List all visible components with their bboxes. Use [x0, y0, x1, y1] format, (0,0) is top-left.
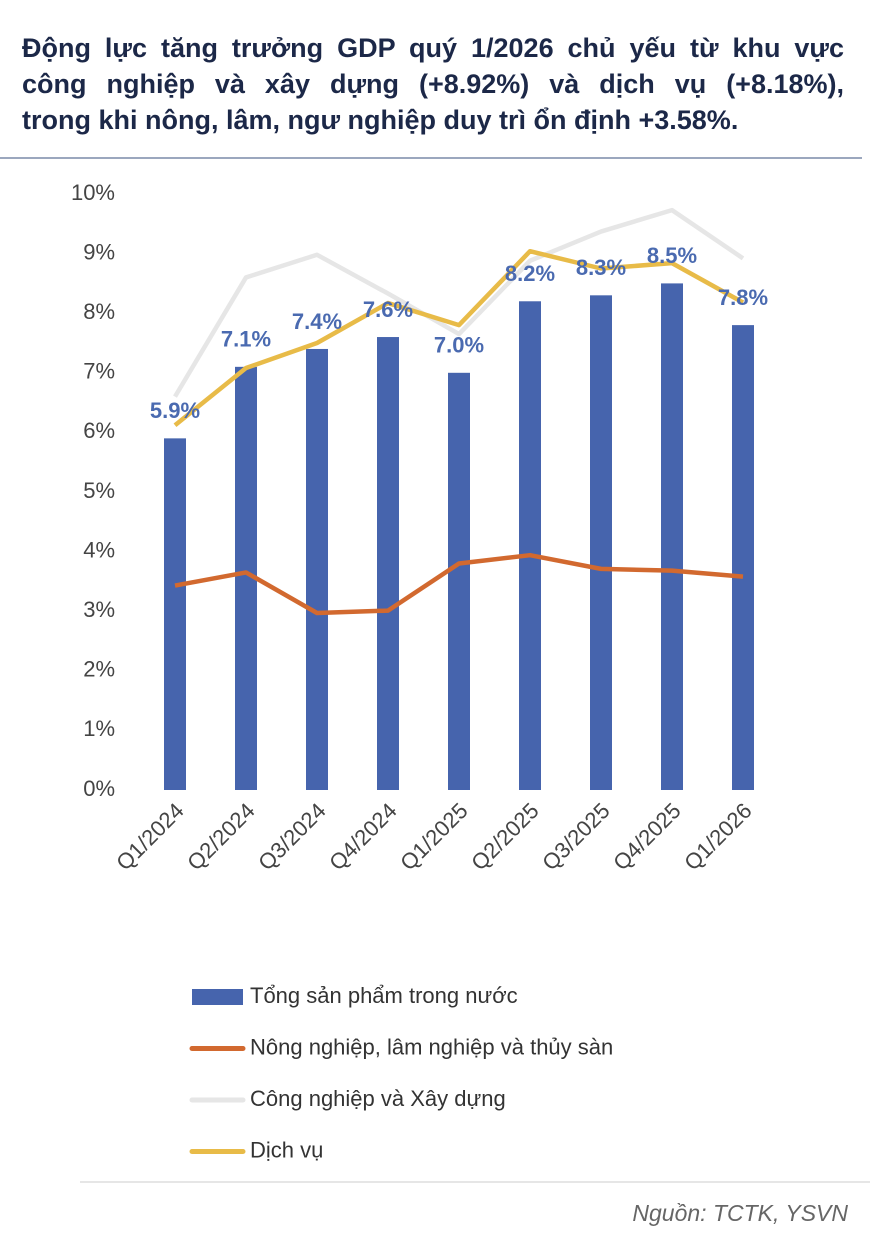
legend-label: Tổng sản phẩm trong nước	[250, 983, 518, 1008]
line	[174, 552, 744, 616]
data-label: 8.3%	[576, 255, 626, 280]
legend-swatch	[192, 989, 243, 1005]
legend-label: Công nghiệp và Xây dựng	[250, 1086, 506, 1111]
title-line: trong khi nông, lâm, ngư nghiệp duy trì …	[22, 105, 739, 135]
x-tick-label: Q1/2024	[111, 798, 188, 875]
bar	[448, 372, 470, 790]
y-tick-label: 6%	[83, 418, 115, 443]
data-label: 7.8%	[718, 285, 768, 310]
y-tick-label: 8%	[83, 299, 115, 324]
y-tick-label: 4%	[83, 537, 115, 562]
chart-title: Động lực tăng trưởng GDP quý 1/2026 chủ …	[22, 30, 844, 138]
bar	[732, 325, 754, 790]
y-tick-label: 9%	[83, 239, 115, 264]
title-line: công nghiệp và xây dựng (+8.92%) và dịch…	[22, 69, 844, 99]
y-tick-label: 2%	[83, 657, 115, 682]
bar	[164, 438, 186, 790]
x-tick-label: Q4/2025	[608, 798, 685, 875]
line	[173, 207, 745, 398]
title-line: Động lực tăng trưởng GDP quý 1/2026 chủ …	[22, 33, 844, 63]
data-label: 8.2%	[505, 261, 555, 286]
bar	[306, 348, 328, 790]
x-tick-label: Q3/2025	[537, 798, 614, 875]
data-label: 8.5%	[647, 243, 697, 268]
x-tick-label: Q3/2024	[253, 798, 330, 875]
y-tick-label: 3%	[83, 597, 115, 622]
bar	[377, 337, 399, 790]
data-label: 5.9%	[150, 398, 200, 423]
data-label: 7.4%	[292, 309, 342, 334]
bar	[519, 301, 541, 790]
bar	[661, 283, 683, 790]
data-label: 7.0%	[434, 333, 484, 358]
x-tick-label: Q1/2026	[679, 798, 756, 875]
source: Nguồn: TCTK, YSVN	[632, 1200, 848, 1226]
legend-label: Dịch vụ	[250, 1137, 323, 1162]
y-tick-label: 5%	[83, 478, 115, 503]
x-tick-label: Q1/2025	[395, 798, 472, 875]
y-tick-label: 7%	[83, 359, 115, 384]
bar	[590, 295, 612, 790]
bar	[235, 366, 257, 790]
x-tick-label: Q2/2024	[182, 798, 259, 875]
x-tick-label: Q4/2024	[324, 798, 401, 875]
x-tick-label: Q2/2025	[466, 798, 543, 875]
data-label: 7.1%	[221, 327, 271, 352]
y-tick-label: 1%	[83, 716, 115, 741]
legend-label: Nông nghiệp, lâm nghiệp và thủy sàn	[250, 1034, 613, 1059]
data-label: 7.6%	[363, 297, 413, 322]
y-tick-label: 10%	[71, 180, 115, 205]
line	[173, 248, 745, 427]
y-tick-label: 0%	[83, 776, 115, 801]
